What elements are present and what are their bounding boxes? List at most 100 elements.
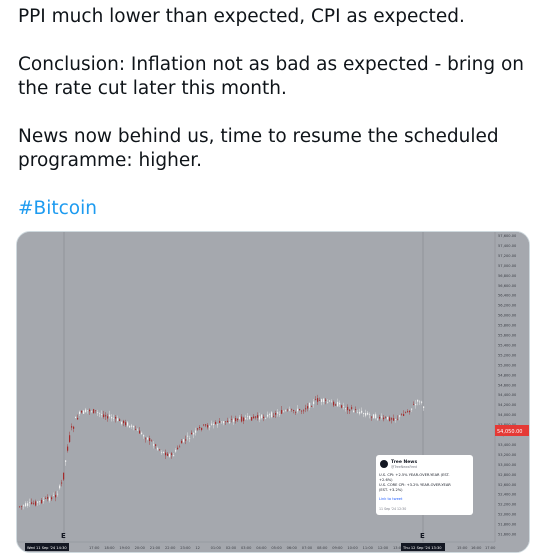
candle-body (135, 429, 137, 430)
news-line-3: U.S. CORE CPI: +3.2% YEAR-OVER-YEAR (379, 483, 451, 487)
candle-body (317, 398, 319, 402)
time-tick-label: 02:00 (226, 546, 237, 550)
candle-body (21, 505, 23, 507)
time-tick-label: 15:00 (457, 546, 468, 550)
price-tick-label: 51,800.00 (498, 523, 517, 527)
time-tick-label: 12 (195, 546, 200, 550)
candle-body (375, 414, 377, 419)
candle-body (191, 432, 193, 435)
candle-body (125, 422, 127, 426)
price-axis (495, 232, 529, 552)
candle-body (415, 403, 417, 406)
candle-body (73, 426, 75, 429)
candle-body (365, 412, 367, 416)
news-popup: Tree News @TreeNewsFeed U.S. CPI: +2.5% … (376, 455, 473, 515)
candle-body (113, 418, 115, 419)
price-tick-label: 55,400.00 (498, 343, 517, 347)
candle-body (81, 411, 83, 413)
candle-body (349, 409, 351, 411)
candle-body (407, 411, 409, 413)
candle-body (217, 424, 219, 426)
candle-body (75, 416, 77, 419)
time-tick-label: 03:00 (241, 546, 252, 550)
candle-body (67, 446, 69, 451)
candle-body (77, 417, 79, 420)
candle-body (35, 501, 37, 506)
candle-body (419, 401, 421, 403)
candle-body (289, 409, 291, 411)
time-tag (25, 543, 69, 551)
candle-body (369, 414, 371, 415)
price-tick-label: 56,000.00 (498, 314, 517, 318)
event-marker-left: E (61, 532, 66, 540)
candle-body (101, 413, 103, 415)
candle-body (27, 503, 29, 506)
candle-body (239, 417, 241, 419)
candle-body (261, 414, 263, 419)
candle-body (205, 424, 207, 426)
candle-body (267, 414, 269, 417)
chart-image[interactable]: 57,600.00 57,400.00 57,200.00 57,000.00 56,8… (16, 231, 530, 553)
news-popup-card (376, 455, 473, 515)
candle-body (335, 404, 337, 406)
candle-body (45, 498, 47, 499)
candle-body (293, 410, 295, 411)
candle-body (417, 399, 419, 402)
time-tick-label: 16:00 (471, 546, 482, 550)
candle-body (343, 405, 345, 407)
candle-body (243, 417, 245, 422)
candle-body (195, 430, 197, 433)
candle-body (63, 472, 65, 480)
candle-body (421, 401, 423, 403)
tweet-text: PPI much lower than expected, CPI as exp… (18, 0, 528, 221)
candle-body (413, 404, 415, 405)
candle-body (147, 437, 149, 440)
candle-body (377, 418, 379, 420)
candle-body (47, 496, 49, 499)
candle-body (299, 409, 301, 411)
time-tick-label: 06:00 (287, 546, 298, 550)
candle-body (177, 447, 179, 450)
candle-body (291, 408, 293, 410)
candle-body (95, 410, 97, 412)
candle-body (341, 405, 343, 408)
candle-body (187, 435, 189, 437)
news-link[interactable]: Link to tweet (379, 497, 403, 501)
candle-body (381, 416, 383, 418)
candle-body (223, 421, 225, 424)
candle-body (145, 438, 147, 440)
candle-body (255, 416, 257, 418)
hashtag-bitcoin[interactable]: #Bitcoin (18, 198, 97, 219)
candle-body (199, 427, 201, 429)
candle-body (71, 426, 73, 428)
time-tick-label: Thu 12 Sep '24 13:30 (402, 546, 442, 550)
candle-body (165, 452, 167, 456)
candle-body (361, 410, 363, 413)
candle-body (219, 421, 221, 423)
candle-body (285, 410, 287, 412)
candle-body (389, 417, 391, 421)
candle-body (211, 423, 213, 425)
candle-body (387, 416, 389, 420)
candle-body (203, 424, 205, 426)
price-tick-label: 52,000.00 (498, 513, 517, 517)
tweet-line-conclusion-2: the rate cut later this month. (18, 78, 287, 99)
candle-body (189, 438, 191, 439)
time-tick-label: 22:00 (165, 546, 176, 550)
time-tick-label: 01:00 (211, 546, 222, 550)
candle-body (141, 432, 143, 434)
candle-body (287, 409, 289, 411)
candle-body (117, 418, 119, 421)
candle-body (271, 412, 273, 417)
candle-body (359, 411, 361, 414)
candle-body (315, 399, 317, 400)
time-axis-labels: Wed 11 Sep '24 14:30 17:00 18:00 19:00 20:00… (25, 543, 496, 551)
time-tick-label: 04:00 (256, 546, 267, 550)
candle-body (331, 401, 333, 403)
time-axis (17, 542, 529, 552)
price-tick-label: 54,600.00 (498, 383, 517, 387)
candle-body (121, 421, 123, 424)
candle-body (303, 410, 305, 412)
candle-body (109, 414, 111, 417)
candle-body (185, 439, 187, 441)
